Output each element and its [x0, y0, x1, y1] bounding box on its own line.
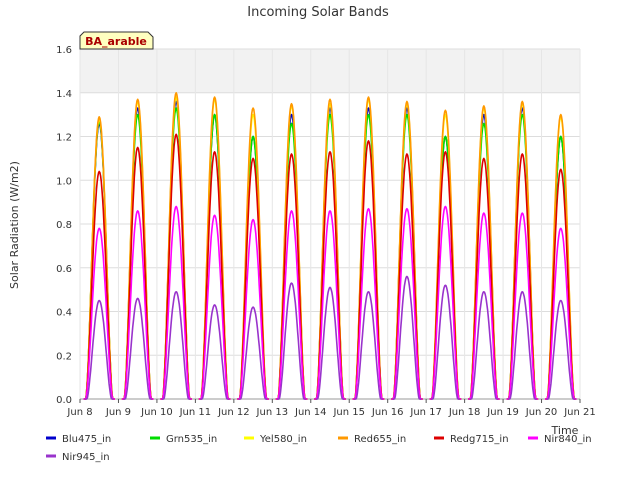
series-day-curve [276, 282, 307, 400]
x-tick-label: Jun 11 [179, 407, 212, 418]
series-day-curve [83, 227, 115, 400]
site-badge: BA_arable [79, 31, 154, 50]
series-day-curve [275, 153, 308, 400]
series-day-curve [121, 210, 154, 400]
series-day-curve [352, 140, 385, 400]
series-day-curve [507, 290, 537, 400]
x-tick-label: Jun 17 [409, 407, 442, 418]
x-tick-label: Jun 18 [448, 407, 481, 418]
series-day-curve [84, 299, 114, 400]
series-day-curve [275, 210, 308, 400]
series-day-curve [161, 290, 191, 400]
x-tick-label: Jun 20 [525, 407, 558, 418]
x-axis-ticks: Jun 8 Jun 9 Jun 10 Jun 11 Jun 12 Jun 13 Jun 14… [66, 399, 596, 418]
series-nir840-in [83, 205, 577, 400]
x-tick-label: Jun 9 [105, 407, 131, 418]
series-day-curve [123, 297, 153, 400]
y-tick-label: 1.6 [56, 45, 72, 56]
x-tick-label: Jun 10 [140, 407, 173, 418]
chart-title: Incoming Solar Bands [247, 5, 389, 20]
x-tick-label: Jun 21 [563, 407, 596, 418]
legend-label: Yel580_in [259, 434, 307, 445]
plot-top-band [80, 49, 580, 93]
y-tick-label: 1.0 [56, 176, 72, 187]
x-tick-label: Jun 12 [217, 407, 250, 418]
series-day-curve [198, 151, 231, 400]
legend-label: Nir840_in [544, 434, 592, 445]
legend: Blu475_in Grn535_in Yel580_in Red655_in Redg… [46, 434, 592, 463]
legend-item: Nir945_in [46, 452, 110, 463]
x-tick-label: Jun 19 [486, 407, 519, 418]
legend-label: Blu475_in [62, 434, 111, 445]
legend-label: Redg715_in [450, 434, 509, 445]
legend-item: Grn535_in [150, 434, 217, 445]
x-tick-label: Jun 13 [256, 407, 289, 418]
series-day-curve [237, 157, 269, 400]
legend-label: Nir945_in [62, 452, 110, 463]
series-day-curve [430, 284, 461, 400]
series-day-curve [315, 286, 345, 400]
plot-area: Jun 8 Jun 9 Jun 10 Jun 11 Jun 12 Jun 13 Jun 14… [56, 45, 596, 418]
legend-item: Nir840_in [528, 434, 592, 445]
grid-lines [79, 48, 581, 400]
y-axis-ticks: 0.0 0.2 0.4 0.6 0.8 1.0 1.2 1.4 1.6 [56, 45, 72, 406]
series-day-curve [83, 170, 115, 400]
y-tick-label: 0.0 [56, 395, 72, 406]
series-day-curve [160, 205, 192, 400]
legend-item: Yel580_in [244, 434, 307, 445]
legend-label: Grn535_in [166, 434, 217, 445]
series-day-curve [199, 304, 230, 400]
series-day-curve [506, 212, 539, 400]
series-day-curve [314, 210, 346, 400]
site-badge-shape [79, 31, 154, 50]
series-day-curve [352, 207, 385, 400]
legend-item: Blu475_in [46, 434, 111, 445]
y-axis-label: Solar Radiation (W/m2) [8, 161, 21, 289]
series-day-curve [198, 214, 231, 400]
y-tick-label: 0.2 [56, 351, 72, 362]
y-tick-label: 0.4 [56, 308, 72, 319]
legend-item: Redg715_in [434, 434, 509, 445]
x-axis-label: Time [551, 424, 579, 437]
legend-label: Red655_in [354, 434, 406, 445]
series-day-curve [391, 207, 423, 400]
series-day-curve [238, 306, 268, 400]
series-day-curve [237, 218, 269, 400]
x-tick-label: Jun 8 [66, 407, 92, 418]
series-day-curve [545, 227, 577, 400]
series-day-curve [160, 133, 192, 400]
legend-item: Red655_in [338, 434, 406, 445]
x-tick-label: Jun 15 [332, 407, 365, 418]
series-day-curve [468, 157, 500, 400]
series-layer [83, 92, 577, 400]
series-nir945-in [84, 275, 576, 400]
y-tick-label: 0.8 [56, 220, 72, 231]
series-day-curve [468, 212, 500, 400]
series-day-curve [546, 299, 576, 400]
y-tick-label: 0.6 [56, 264, 72, 275]
series-day-curve [429, 205, 462, 400]
x-tick-label: Jun 14 [294, 407, 327, 418]
y-tick-label: 1.4 [56, 89, 72, 100]
series-day-curve [121, 146, 154, 400]
series-day-curve [469, 290, 499, 400]
series-day-curve [545, 168, 577, 400]
x-tick-label: Jun 16 [371, 407, 404, 418]
site-badge-text: BA_arable [85, 35, 147, 48]
series-day-curve [353, 290, 384, 400]
y-tick-label: 1.2 [56, 133, 72, 144]
series-day-curve [392, 275, 422, 400]
